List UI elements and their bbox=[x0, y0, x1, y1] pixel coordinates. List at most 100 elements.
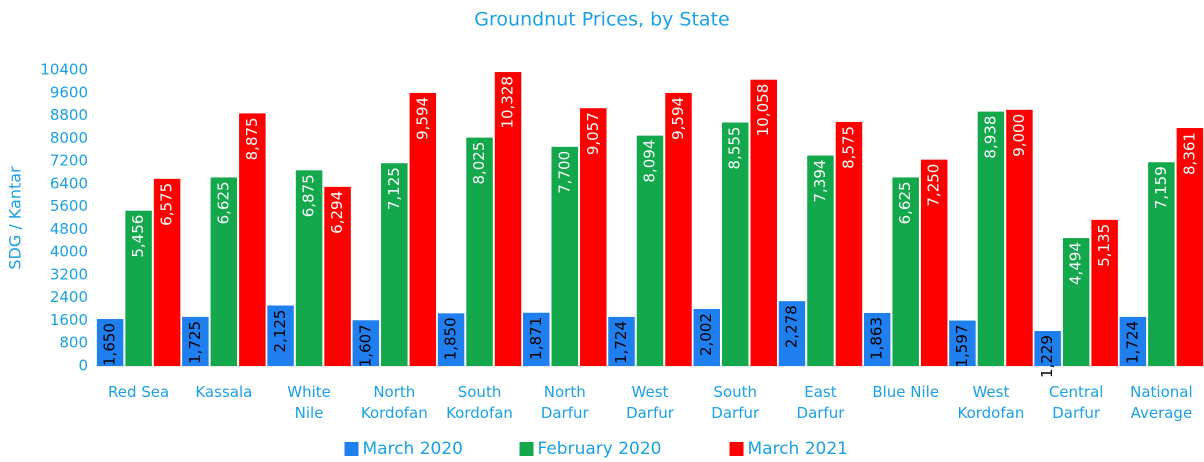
value-label: 1,724 bbox=[612, 321, 630, 364]
y-tick-label: 8000 bbox=[50, 129, 88, 147]
y-tick-label: 5600 bbox=[50, 197, 88, 215]
bar bbox=[1119, 316, 1147, 366]
x-tick-label: South Kordofan bbox=[446, 383, 513, 422]
value-label: 1,724 bbox=[1123, 321, 1141, 364]
value-label: 10,328 bbox=[499, 76, 517, 128]
value-label: 7,159 bbox=[1152, 166, 1170, 209]
value-label: 5,135 bbox=[1095, 224, 1113, 267]
value-label: 10,058 bbox=[754, 84, 772, 137]
value-label: 2,125 bbox=[271, 310, 289, 353]
legend-swatch bbox=[729, 442, 744, 456]
bar bbox=[892, 177, 919, 366]
value-label: 6,625 bbox=[896, 181, 914, 224]
bar bbox=[580, 108, 607, 366]
value-label: 2,002 bbox=[697, 313, 715, 356]
bar bbox=[551, 146, 579, 366]
value-label: 1,725 bbox=[186, 321, 204, 364]
value-label: 6,294 bbox=[328, 191, 346, 234]
y-tick-label: 2400 bbox=[50, 288, 88, 306]
y-tick-label: 4000 bbox=[50, 243, 88, 261]
value-label: 8,025 bbox=[470, 142, 488, 185]
legend-label: February 2020 bbox=[538, 439, 662, 459]
x-tick-label: Central Darfur bbox=[1049, 383, 1104, 422]
value-label: 9,594 bbox=[669, 97, 687, 140]
value-label: 6,875 bbox=[300, 174, 318, 217]
bar bbox=[182, 316, 209, 366]
bar bbox=[324, 186, 351, 366]
bar bbox=[778, 301, 806, 366]
value-label: 7,700 bbox=[555, 151, 573, 194]
value-label: 4,494 bbox=[1067, 242, 1085, 285]
bar bbox=[863, 312, 891, 366]
bar bbox=[125, 210, 152, 366]
value-label: 8,938 bbox=[981, 116, 999, 159]
value-label: 8,875 bbox=[243, 117, 261, 160]
value-label: 7,125 bbox=[385, 167, 403, 210]
value-label: 5,456 bbox=[129, 215, 147, 258]
x-tick-label: Blue Nile bbox=[872, 383, 939, 401]
bar bbox=[1176, 128, 1204, 366]
value-label: 1,597 bbox=[953, 325, 971, 368]
bar bbox=[239, 113, 266, 367]
bar bbox=[693, 309, 720, 366]
value-label: 6,575 bbox=[158, 183, 176, 226]
y-axis-label: SDG / Kantar bbox=[6, 166, 25, 270]
value-label: 7,394 bbox=[811, 160, 829, 203]
x-tick-label: West Darfur bbox=[626, 383, 675, 422]
x-tick-label: South Darfur bbox=[711, 383, 760, 422]
bar bbox=[721, 122, 749, 366]
bar bbox=[807, 155, 834, 366]
legend-label: March 2020 bbox=[363, 439, 464, 459]
bar bbox=[153, 178, 181, 366]
bar bbox=[665, 92, 692, 366]
legend-label: March 2021 bbox=[748, 439, 849, 459]
bar bbox=[523, 312, 550, 366]
bar bbox=[210, 177, 238, 366]
bar bbox=[96, 319, 124, 366]
bar bbox=[381, 163, 408, 366]
value-label: 9,057 bbox=[584, 112, 602, 155]
y-tick-label: 4800 bbox=[50, 220, 88, 238]
value-label: 9,000 bbox=[1010, 114, 1028, 157]
y-tick-label: 1600 bbox=[50, 311, 88, 329]
value-label: 1,850 bbox=[442, 317, 460, 360]
value-label: 1,229 bbox=[1038, 335, 1056, 378]
bar bbox=[835, 121, 863, 366]
bar bbox=[295, 170, 323, 366]
bar bbox=[437, 313, 465, 366]
legend-swatch bbox=[519, 442, 534, 456]
bar bbox=[750, 79, 777, 366]
x-tick-label: National Average bbox=[1130, 383, 1193, 422]
y-tick-label: 0 bbox=[78, 357, 88, 375]
y-tick-label: 800 bbox=[59, 334, 88, 352]
value-label: 8,361 bbox=[1180, 132, 1198, 175]
bar bbox=[409, 92, 437, 366]
legend-swatch bbox=[344, 442, 359, 456]
bar bbox=[977, 111, 1005, 366]
bar bbox=[920, 159, 948, 366]
bar bbox=[949, 320, 976, 366]
value-label: 1,863 bbox=[868, 317, 886, 360]
value-label: 2,278 bbox=[782, 305, 800, 348]
x-tick-label: North Darfur bbox=[541, 383, 590, 422]
y-tick-label: 10400 bbox=[40, 61, 88, 79]
bar bbox=[636, 135, 664, 366]
x-tick-label: East Darfur bbox=[797, 383, 846, 422]
bar bbox=[1091, 219, 1118, 366]
y-tick-label: 6400 bbox=[50, 174, 88, 192]
value-label: 8,575 bbox=[839, 126, 857, 169]
y-tick-label: 9600 bbox=[50, 83, 88, 101]
x-tick-label: West Kordofan bbox=[957, 383, 1024, 422]
x-tick-label: North Kordofan bbox=[361, 383, 428, 422]
value-label: 1,871 bbox=[527, 317, 545, 360]
x-tick-label: Kassala bbox=[195, 383, 252, 401]
bar bbox=[352, 320, 380, 366]
y-tick-label: 7200 bbox=[50, 152, 88, 170]
value-label: 1,650 bbox=[101, 323, 119, 366]
value-label: 7,250 bbox=[925, 164, 943, 207]
bar bbox=[1034, 331, 1061, 366]
value-label: 8,094 bbox=[641, 140, 659, 183]
bar bbox=[1148, 162, 1175, 366]
bar bbox=[466, 137, 493, 366]
